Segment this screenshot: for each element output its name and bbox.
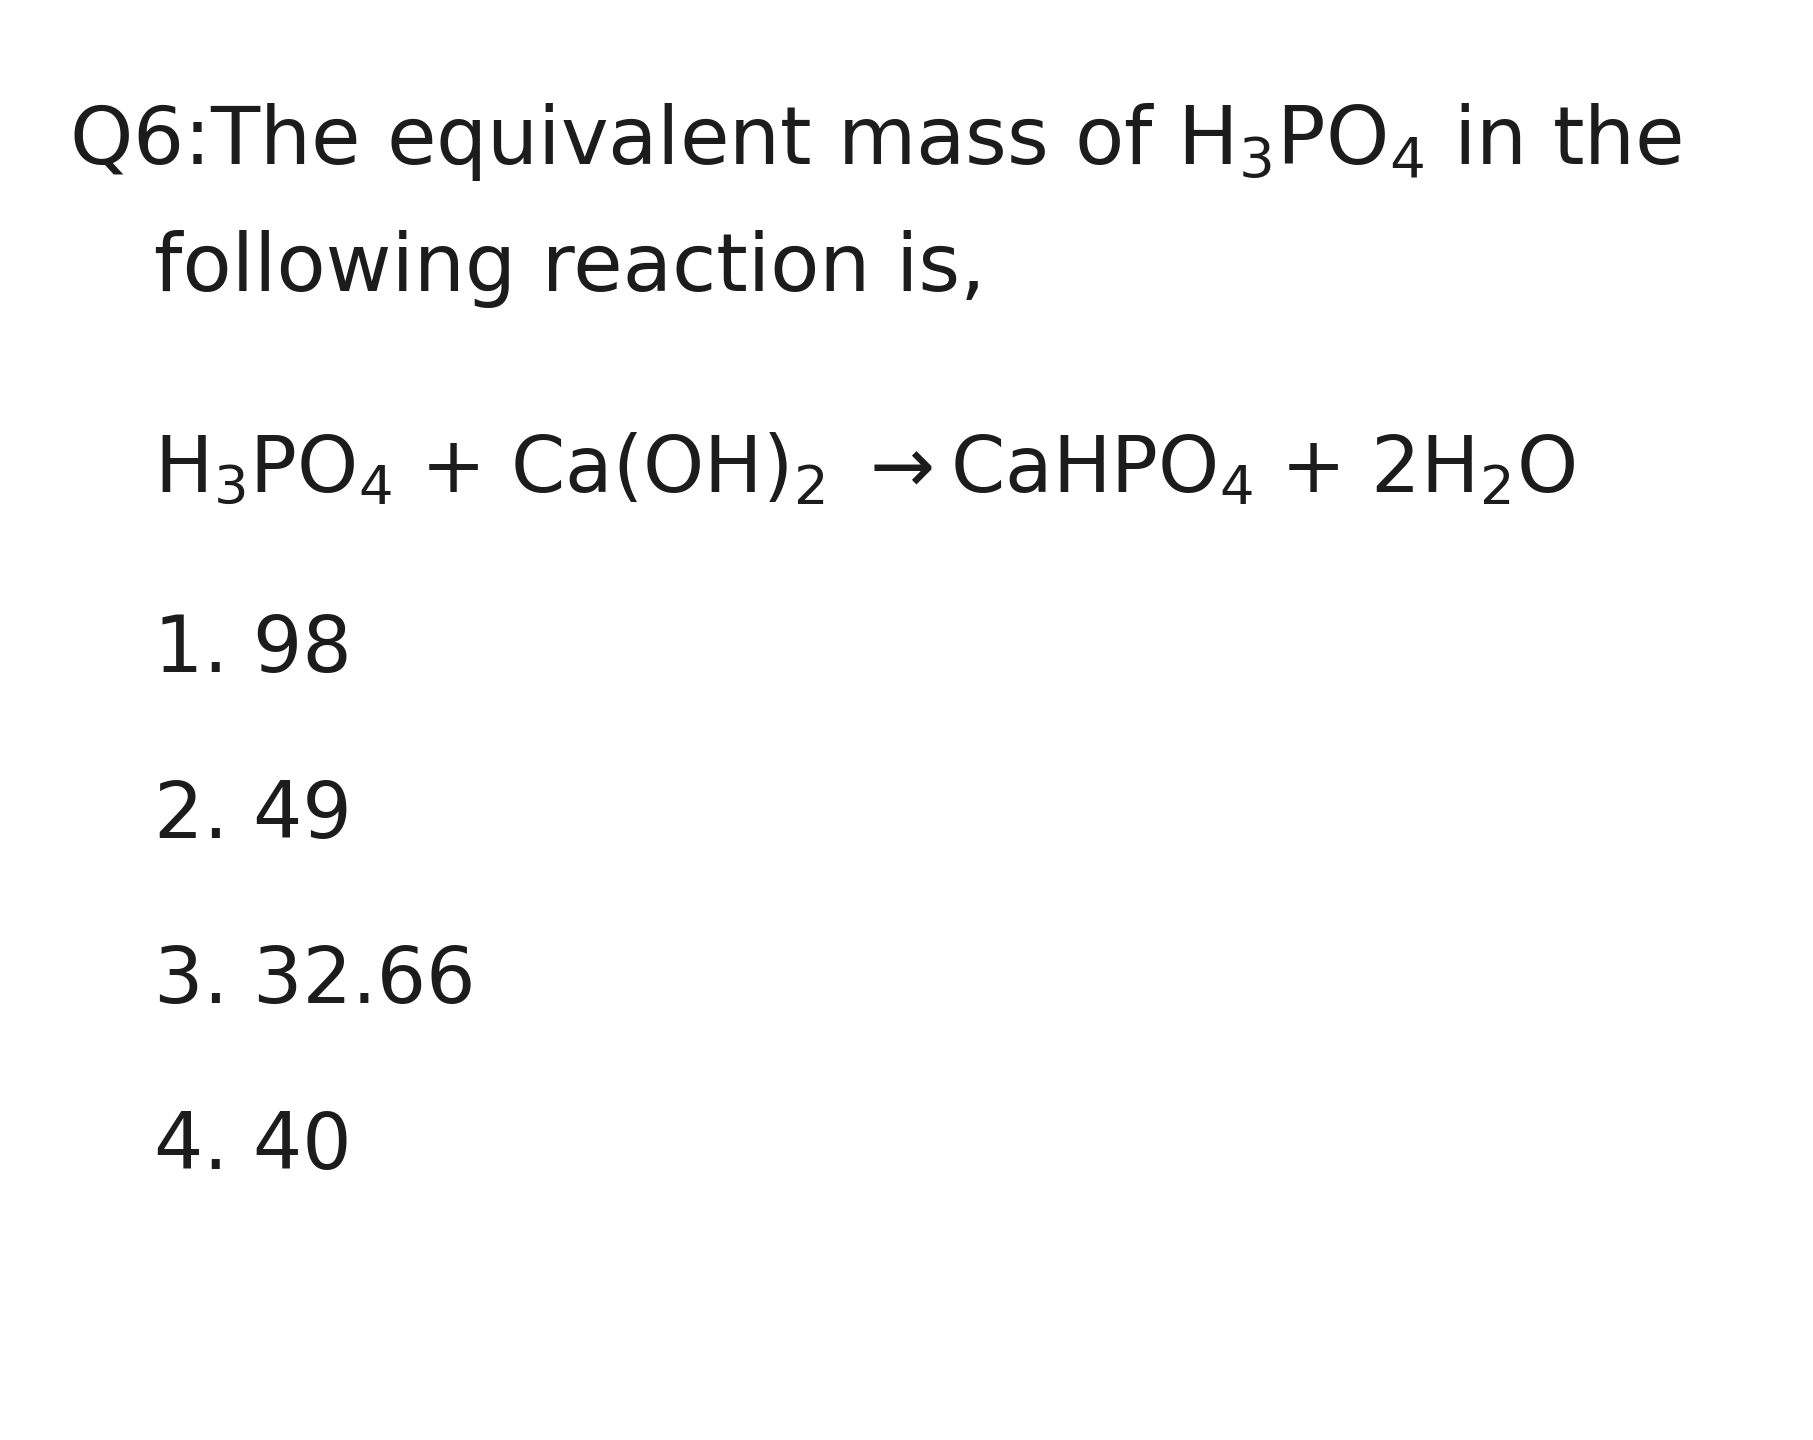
Text: following reaction is,: following reaction is, (154, 230, 986, 308)
Text: 2. 49: 2. 49 (154, 778, 352, 854)
Text: 4. 40: 4. 40 (154, 1109, 352, 1185)
Text: 3. 32.66: 3. 32.66 (154, 943, 475, 1020)
Text: Q6:The equivalent mass of $\mathregular{H_3PO_4}$ in the: Q6:The equivalent mass of $\mathregular{… (69, 101, 1682, 183)
Text: 1. 98: 1. 98 (154, 612, 352, 688)
Text: $\mathregular{H_3PO_4}$ + Ca(OH)$\mathregular{_2}$ $\rightarrow$CaHPO$\mathregul: $\mathregular{H_3PO_4}$ + Ca(OH)$\mathre… (154, 432, 1575, 508)
